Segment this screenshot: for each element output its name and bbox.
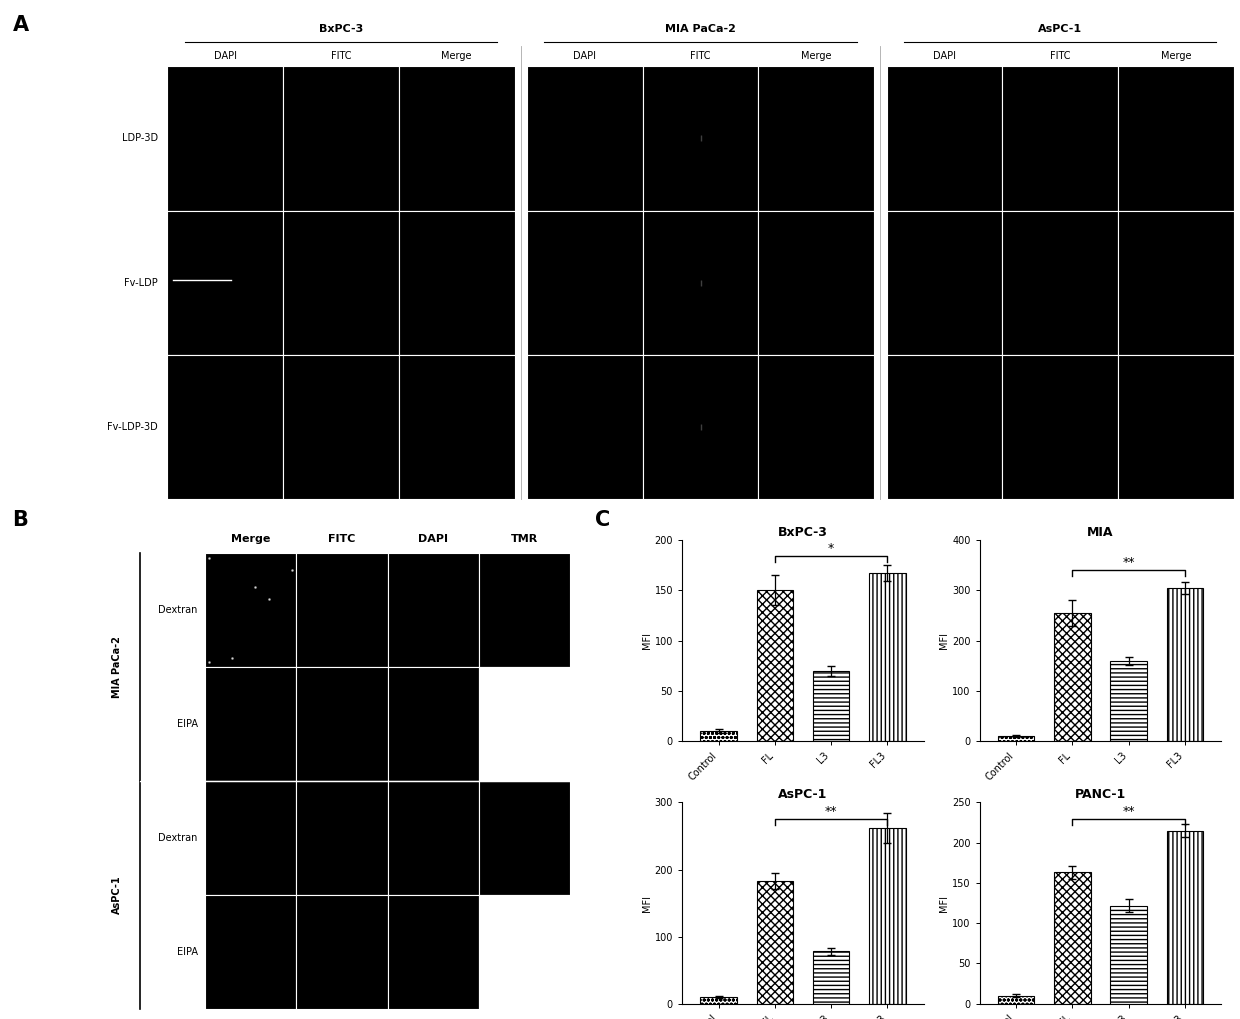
Text: FITC: FITC xyxy=(331,51,351,61)
Bar xyxy=(812,952,849,1004)
Text: Dextran: Dextran xyxy=(159,605,198,615)
Y-axis label: MFI: MFI xyxy=(641,895,652,912)
Text: **: ** xyxy=(825,805,837,817)
Text: A: A xyxy=(12,15,29,36)
Text: TMR: TMR xyxy=(511,534,538,544)
Bar xyxy=(701,997,737,1004)
Bar xyxy=(1110,661,1147,742)
Bar xyxy=(756,881,794,1004)
Text: Dextran: Dextran xyxy=(159,833,198,843)
Y-axis label: MFI: MFI xyxy=(939,632,950,649)
Bar xyxy=(869,574,905,742)
Text: EIPA: EIPA xyxy=(177,947,198,957)
Bar xyxy=(701,732,737,742)
Text: DAPI: DAPI xyxy=(213,51,237,61)
Bar xyxy=(1054,613,1091,742)
Text: MIA PaCa-2: MIA PaCa-2 xyxy=(112,636,122,698)
Text: Fv-LDP: Fv-LDP xyxy=(124,278,157,287)
Bar xyxy=(998,737,1034,742)
Bar xyxy=(756,590,794,742)
Text: EIPA: EIPA xyxy=(177,719,198,730)
Bar xyxy=(869,828,905,1004)
Title: BxPC-3: BxPC-3 xyxy=(777,526,828,539)
Title: AsPC-1: AsPC-1 xyxy=(779,789,827,801)
Bar xyxy=(1054,872,1091,1004)
Text: BxPC-3: BxPC-3 xyxy=(319,24,363,35)
Bar xyxy=(1110,906,1147,1004)
Text: LDP-3D: LDP-3D xyxy=(122,133,157,144)
Text: Merge: Merge xyxy=(1161,51,1192,61)
Text: MIA PaCa-2: MIA PaCa-2 xyxy=(665,24,737,35)
Text: DAPI: DAPI xyxy=(573,51,596,61)
Text: Merge: Merge xyxy=(801,51,832,61)
Y-axis label: MFI: MFI xyxy=(939,895,949,912)
Text: *: * xyxy=(828,542,835,555)
Bar xyxy=(1167,830,1203,1004)
Text: C: C xyxy=(595,510,610,530)
Text: FITC: FITC xyxy=(329,534,356,544)
Text: DAPI: DAPI xyxy=(418,534,448,544)
Text: Fv-LDP-3D: Fv-LDP-3D xyxy=(107,422,157,432)
Title: PANC-1: PANC-1 xyxy=(1075,789,1126,801)
Text: **: ** xyxy=(1122,555,1135,569)
Text: DAPI: DAPI xyxy=(932,51,956,61)
Text: **: ** xyxy=(1122,805,1135,817)
Text: Merge: Merge xyxy=(231,534,270,544)
Text: AsPC-1: AsPC-1 xyxy=(112,875,122,914)
Text: FITC: FITC xyxy=(691,51,711,61)
Text: Merge: Merge xyxy=(441,51,472,61)
Y-axis label: MFI: MFI xyxy=(641,632,652,649)
Bar xyxy=(1167,588,1203,742)
Title: MIA: MIA xyxy=(1087,526,1114,539)
Text: AsPC-1: AsPC-1 xyxy=(1038,24,1083,35)
Text: B: B xyxy=(12,510,29,530)
Bar xyxy=(812,671,849,742)
Bar xyxy=(998,996,1034,1004)
Text: FITC: FITC xyxy=(1050,51,1070,61)
